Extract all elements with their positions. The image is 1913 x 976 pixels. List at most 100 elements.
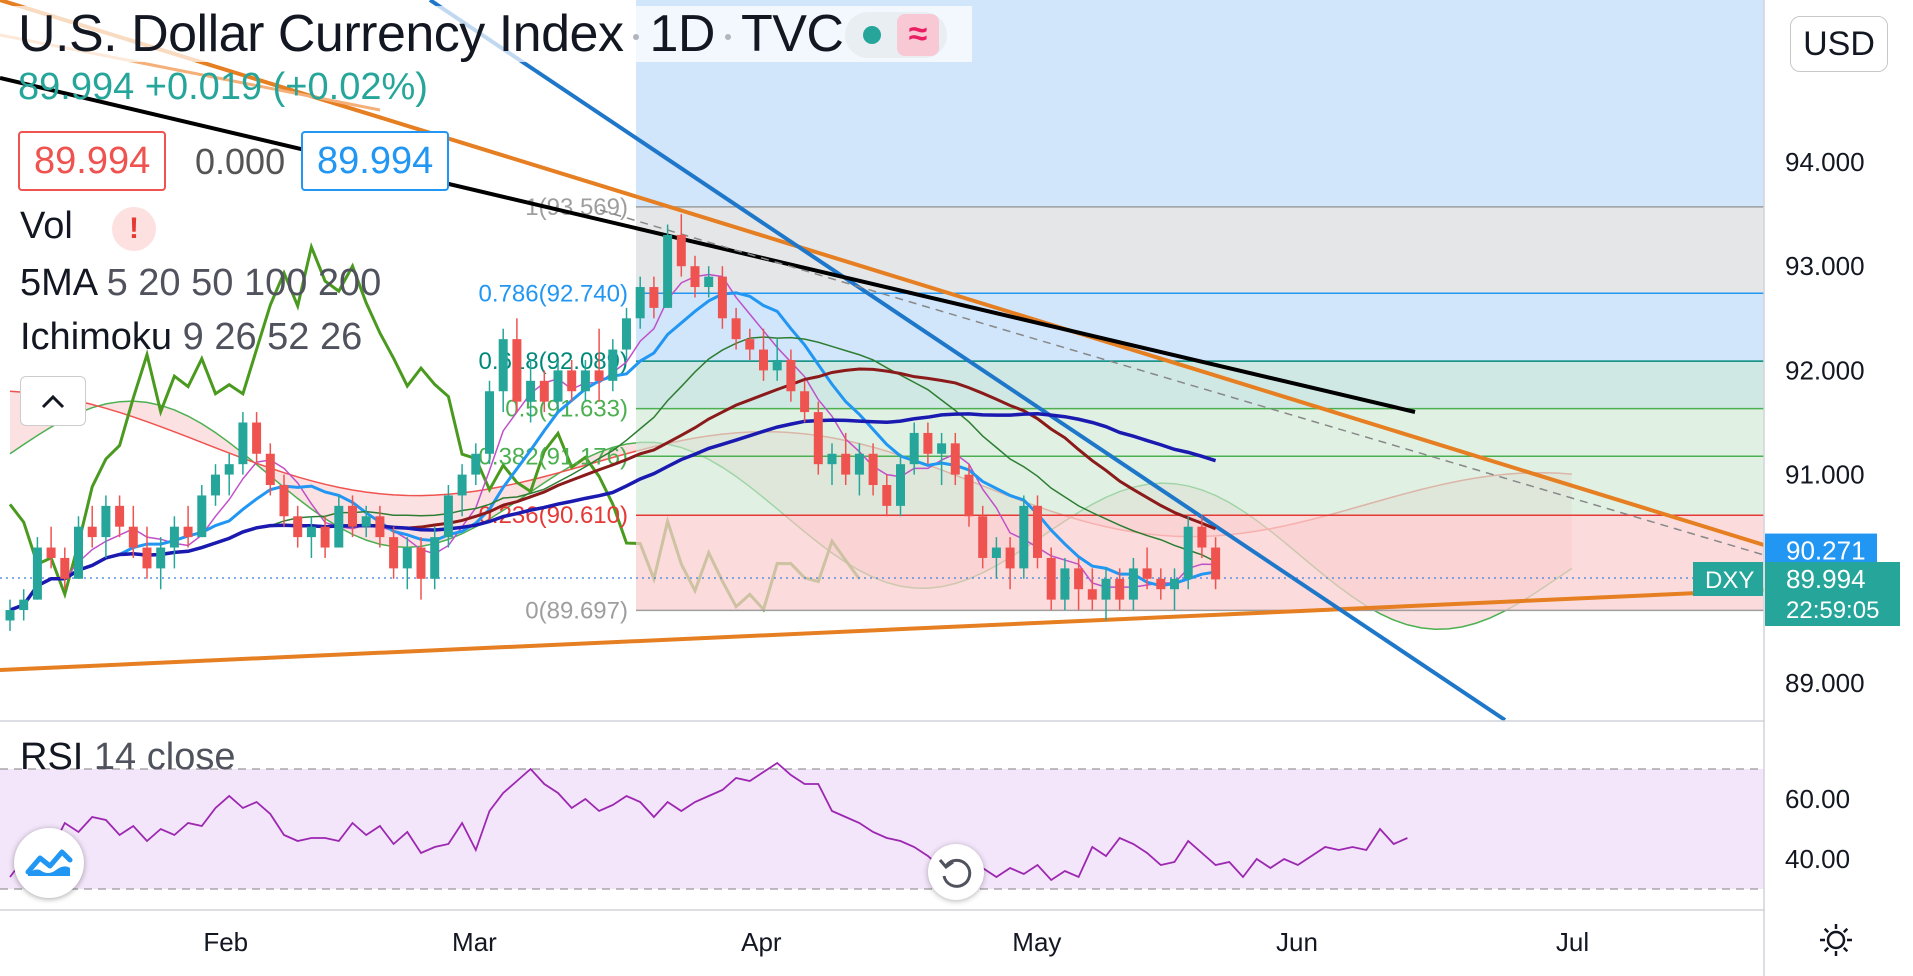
candle-body [128, 526, 138, 548]
symbol-tag-label: DXY [1705, 567, 1754, 594]
interval-label[interactable]: 1D [649, 5, 715, 63]
candle-body [1211, 547, 1221, 580]
rsi-label: RSI [20, 736, 84, 778]
chevron-up-icon [41, 394, 65, 409]
ichimoku-indicator-legend[interactable]: Ichimoku 9 26 52 26 [20, 316, 362, 359]
candle-body [334, 505, 344, 548]
ichimoku-label: Ichimoku [20, 316, 173, 358]
candle-body [156, 547, 166, 569]
sell-price-button[interactable]: 89.994 [18, 131, 167, 191]
candle-body [1074, 568, 1084, 590]
candle-body [745, 339, 755, 350]
price-axis-bg [1765, 0, 1913, 976]
chart-settings-button[interactable] [1816, 920, 1856, 960]
fib-label-1: 0.786(92.740) [479, 280, 628, 307]
fib-zone-1 [636, 206, 1764, 294]
candle-body [964, 474, 974, 517]
candle-body [580, 370, 590, 392]
position-target-zone [636, 0, 1764, 409]
candle-body [1046, 557, 1056, 600]
wave-icon[interactable]: ≈ [897, 14, 939, 56]
ma-params: 5 20 50 100 200 [106, 262, 382, 304]
projection-dashed-line [599, 209, 1765, 556]
change-value: +0.019 [144, 66, 263, 108]
currency-button[interactable]: USD [1790, 16, 1888, 72]
candle-body [553, 370, 563, 402]
candle-body [224, 464, 234, 475]
tradingview-logo-button[interactable] [14, 828, 84, 898]
candle-body [827, 453, 837, 465]
candle-body [772, 359, 782, 371]
ma-indicator-legend[interactable]: 5MA 5 20 50 100 200 [20, 262, 381, 305]
fib-label-6: 0(89.697) [525, 597, 628, 624]
candle-body [183, 526, 193, 538]
candle-body [512, 339, 522, 402]
price-tick-label: 91.000 [1785, 460, 1865, 490]
rsi-tick-label: 60.00 [1785, 784, 1850, 814]
candle-body [991, 547, 1001, 558]
price-tick-label: 93.000 [1785, 251, 1865, 281]
candle-body [717, 276, 727, 319]
time-tick-label: Jun [1276, 927, 1318, 957]
candle-body [101, 505, 111, 538]
spread-value: 0.000 [195, 141, 286, 182]
candle-body [868, 453, 878, 486]
time-tick-label: Mar [452, 927, 497, 957]
market-status-pill[interactable]: ≈ [845, 12, 947, 58]
candle-body [457, 474, 467, 496]
rsi-line [9, 761, 1408, 882]
candle-body [416, 547, 426, 579]
rsi-band [0, 769, 1764, 889]
candle-body [169, 526, 179, 548]
candle-body [854, 453, 864, 475]
candle-body [115, 505, 125, 527]
candle-body [1170, 578, 1179, 590]
candle-body [19, 599, 29, 611]
candle-body [923, 432, 933, 454]
last-price: 89.994 [18, 66, 135, 108]
time-tick-label: Feb [203, 927, 248, 957]
warning-icon[interactable]: ! [112, 207, 156, 251]
candle-body [663, 234, 673, 308]
rsi-indicator-legend[interactable]: RSI 14 close [20, 736, 235, 779]
reset-chart-button[interactable] [928, 844, 984, 900]
buy-price-button[interactable]: 89.994 [301, 131, 450, 191]
candle-body [608, 349, 618, 381]
candle-body [375, 516, 385, 538]
candle-body [485, 391, 494, 454]
level-price-tag [1765, 533, 1877, 568]
price-tick-label: 89.000 [1785, 668, 1865, 698]
candle-body [1115, 578, 1125, 600]
candle-body [306, 526, 316, 538]
candle-body [1156, 578, 1166, 590]
candle-body [389, 537, 399, 569]
candle-body [635, 287, 645, 319]
candle-body [786, 359, 796, 392]
candle-body [498, 339, 508, 392]
ma-long-line [9, 411, 1217, 612]
rsi-tick-label: 40.00 [1785, 844, 1850, 874]
symbol-title[interactable]: U.S. Dollar Currency Index 1D TVC [18, 4, 844, 64]
time-tick-label: May [1012, 927, 1061, 957]
candle-body [87, 526, 97, 538]
candle-body [567, 370, 577, 392]
candle-body [348, 505, 357, 527]
settings-icon [1820, 924, 1852, 956]
candle-body [1142, 568, 1152, 579]
candle-body [60, 557, 70, 579]
candle-body [142, 547, 152, 569]
candle-body [690, 266, 700, 288]
collapse-legend-button[interactable] [20, 376, 86, 426]
candle-body [1128, 568, 1138, 600]
candle-body [293, 516, 303, 538]
time-tick-label: Apr [741, 927, 782, 957]
time-tick-label: Jul [1556, 927, 1589, 957]
candle-body [361, 516, 371, 527]
vol-indicator-legend[interactable]: Vol [20, 205, 73, 248]
candle-body [950, 443, 960, 475]
candle-body [526, 380, 536, 402]
candle-body [978, 516, 988, 558]
candle-body [32, 547, 42, 600]
candle-body [937, 443, 947, 454]
